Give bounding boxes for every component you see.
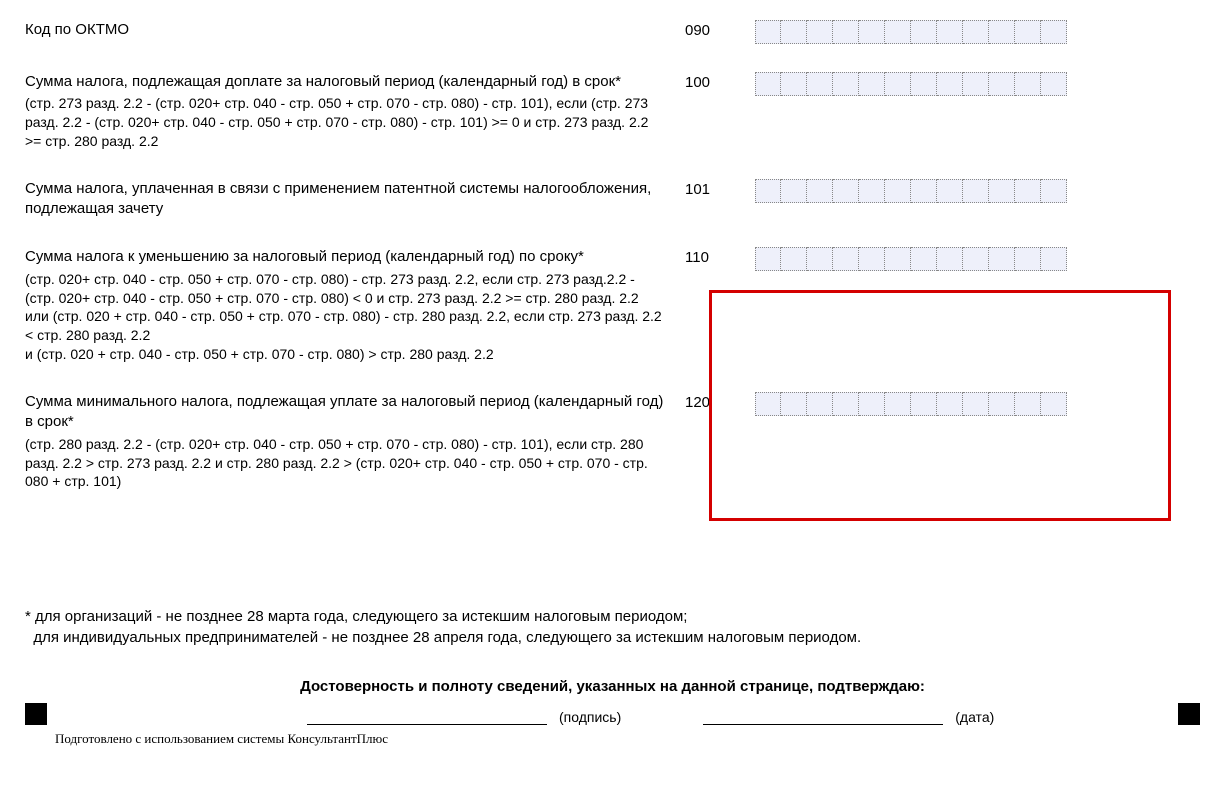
- row-code: 100: [685, 72, 755, 91]
- row-label-main: Сумма налога, подлежащая доплате за нало…: [25, 72, 665, 92]
- row-label-main: Код по ОКТМО: [25, 20, 665, 40]
- row-label-sub: (стр. 020+ стр. 040 - стр. 050 + стр. 07…: [25, 270, 665, 364]
- date-line[interactable]: [703, 708, 943, 725]
- row-label-sub: (стр. 280 разд. 2.2 - (стр. 020+ стр. 04…: [25, 435, 665, 492]
- signature-row: (подпись) (дата): [25, 703, 1200, 725]
- form-row-090: Код по ОКТМО 090: [25, 20, 1200, 44]
- marker-square-right: [1178, 703, 1200, 725]
- form-row-100: Сумма налога, подлежащая доплате за нало…: [25, 72, 1200, 151]
- row-label-main: Сумма налога к уменьшению за налоговый п…: [25, 247, 665, 267]
- input-cells[interactable]: [755, 20, 1067, 44]
- input-cells[interactable]: [755, 247, 1067, 271]
- input-cells[interactable]: [755, 392, 1067, 416]
- row-code: 120: [685, 392, 755, 411]
- row-code: 101: [685, 179, 755, 198]
- row-label-sub: (стр. 273 разд. 2.2 - (стр. 020+ стр. 04…: [25, 94, 665, 151]
- row-label-main: Сумма налога, уплаченная в связи с приме…: [25, 179, 665, 220]
- signature-label: (подпись): [559, 709, 621, 725]
- confirmation-heading: Достоверность и полноту сведений, указан…: [25, 678, 1200, 695]
- row-code: 110: [685, 247, 755, 266]
- form-row-101: Сумма налога, уплаченная в связи с приме…: [25, 179, 1200, 220]
- form-row-120: Сумма минимального налога, подлежащая уп…: [25, 392, 1200, 491]
- date-label: (дата): [955, 709, 994, 725]
- signature-line[interactable]: [307, 708, 547, 725]
- row-code: 090: [685, 20, 755, 39]
- row-label-main: Сумма минимального налога, подлежащая уп…: [25, 392, 665, 433]
- marker-square-left: [25, 703, 47, 725]
- form-row-110: Сумма налога к уменьшению за налоговый п…: [25, 247, 1200, 364]
- footnote: * для организаций - не позднее 28 марта …: [25, 606, 1200, 648]
- input-cells[interactable]: [755, 179, 1067, 203]
- footer-credit: Подготовлено с использованием системы Ко…: [55, 731, 1200, 747]
- input-cells[interactable]: [755, 72, 1067, 96]
